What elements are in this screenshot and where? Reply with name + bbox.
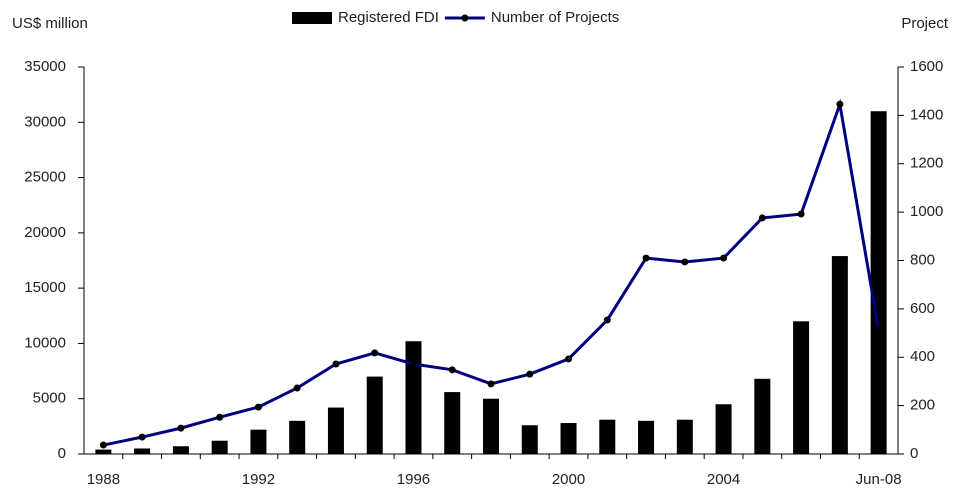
y2-tick-label: 200 xyxy=(910,397,935,414)
bar xyxy=(599,419,616,454)
y2-tick-label: 400 xyxy=(910,348,935,365)
point xyxy=(177,424,185,432)
bar xyxy=(134,448,151,454)
bar xyxy=(831,256,848,454)
point xyxy=(603,316,611,324)
point xyxy=(526,370,534,378)
bar xyxy=(676,419,693,454)
point xyxy=(409,360,417,368)
bar xyxy=(638,420,655,454)
point xyxy=(720,254,728,262)
bar xyxy=(95,449,112,454)
bar xyxy=(405,341,422,454)
point xyxy=(254,403,262,411)
bar xyxy=(172,446,189,454)
legend-swatch xyxy=(292,12,332,24)
point xyxy=(565,355,573,363)
bar xyxy=(250,429,267,454)
y2-tick-label: 0 xyxy=(910,445,918,462)
y-tick-label: 25000 xyxy=(24,169,66,186)
y2-tick-label: 800 xyxy=(910,251,935,268)
y-tick-label: 20000 xyxy=(24,224,66,241)
legend-label: Number of Projects xyxy=(491,9,619,26)
point xyxy=(216,413,224,421)
point xyxy=(138,433,146,441)
point xyxy=(875,326,883,334)
bar xyxy=(560,423,577,454)
y-axis-label: US$ million xyxy=(12,15,88,32)
y-tick-label: 15000 xyxy=(24,279,66,296)
point xyxy=(758,214,766,222)
y2-tick-label: 1600 xyxy=(910,58,943,75)
point xyxy=(681,258,689,266)
point xyxy=(99,441,107,449)
point xyxy=(487,380,495,388)
x-tick-label: 1988 xyxy=(87,471,120,488)
y-tick-label: 10000 xyxy=(24,334,66,351)
bar xyxy=(327,407,344,454)
bar xyxy=(211,440,228,454)
point xyxy=(332,360,340,368)
bar xyxy=(793,321,810,454)
point xyxy=(836,100,844,108)
point xyxy=(797,210,805,218)
point xyxy=(448,366,456,374)
bar xyxy=(715,404,732,454)
bar xyxy=(483,398,499,454)
y2-tick-label: 1200 xyxy=(910,155,943,172)
point xyxy=(642,254,650,262)
y-tick-label: 5000 xyxy=(33,390,66,407)
y-tick-label: 35000 xyxy=(24,58,66,75)
y-tick-label: 0 xyxy=(58,445,66,462)
point xyxy=(293,384,301,392)
x-tick-label: 1996 xyxy=(397,471,430,488)
bar xyxy=(521,425,538,454)
legend-swatch xyxy=(461,14,469,22)
bar xyxy=(870,111,887,454)
x-tick-label: 2004 xyxy=(707,471,740,488)
y-tick-label: 30000 xyxy=(24,113,66,130)
y2-tick-label: 1000 xyxy=(910,203,943,220)
y2-tick-label: 600 xyxy=(910,300,935,317)
bar xyxy=(754,378,771,454)
bar xyxy=(366,376,383,454)
y2-axis-label: Project xyxy=(901,15,949,32)
x-tick-label: 2000 xyxy=(552,471,585,488)
bar xyxy=(444,392,461,454)
x-tick-label: 1992 xyxy=(242,471,275,488)
legend-label: Registered FDI xyxy=(338,9,439,26)
point xyxy=(371,349,379,357)
bar xyxy=(289,420,306,454)
y2-tick-label: 1400 xyxy=(910,106,943,123)
x-tick-label: Jun-08 xyxy=(856,471,902,488)
